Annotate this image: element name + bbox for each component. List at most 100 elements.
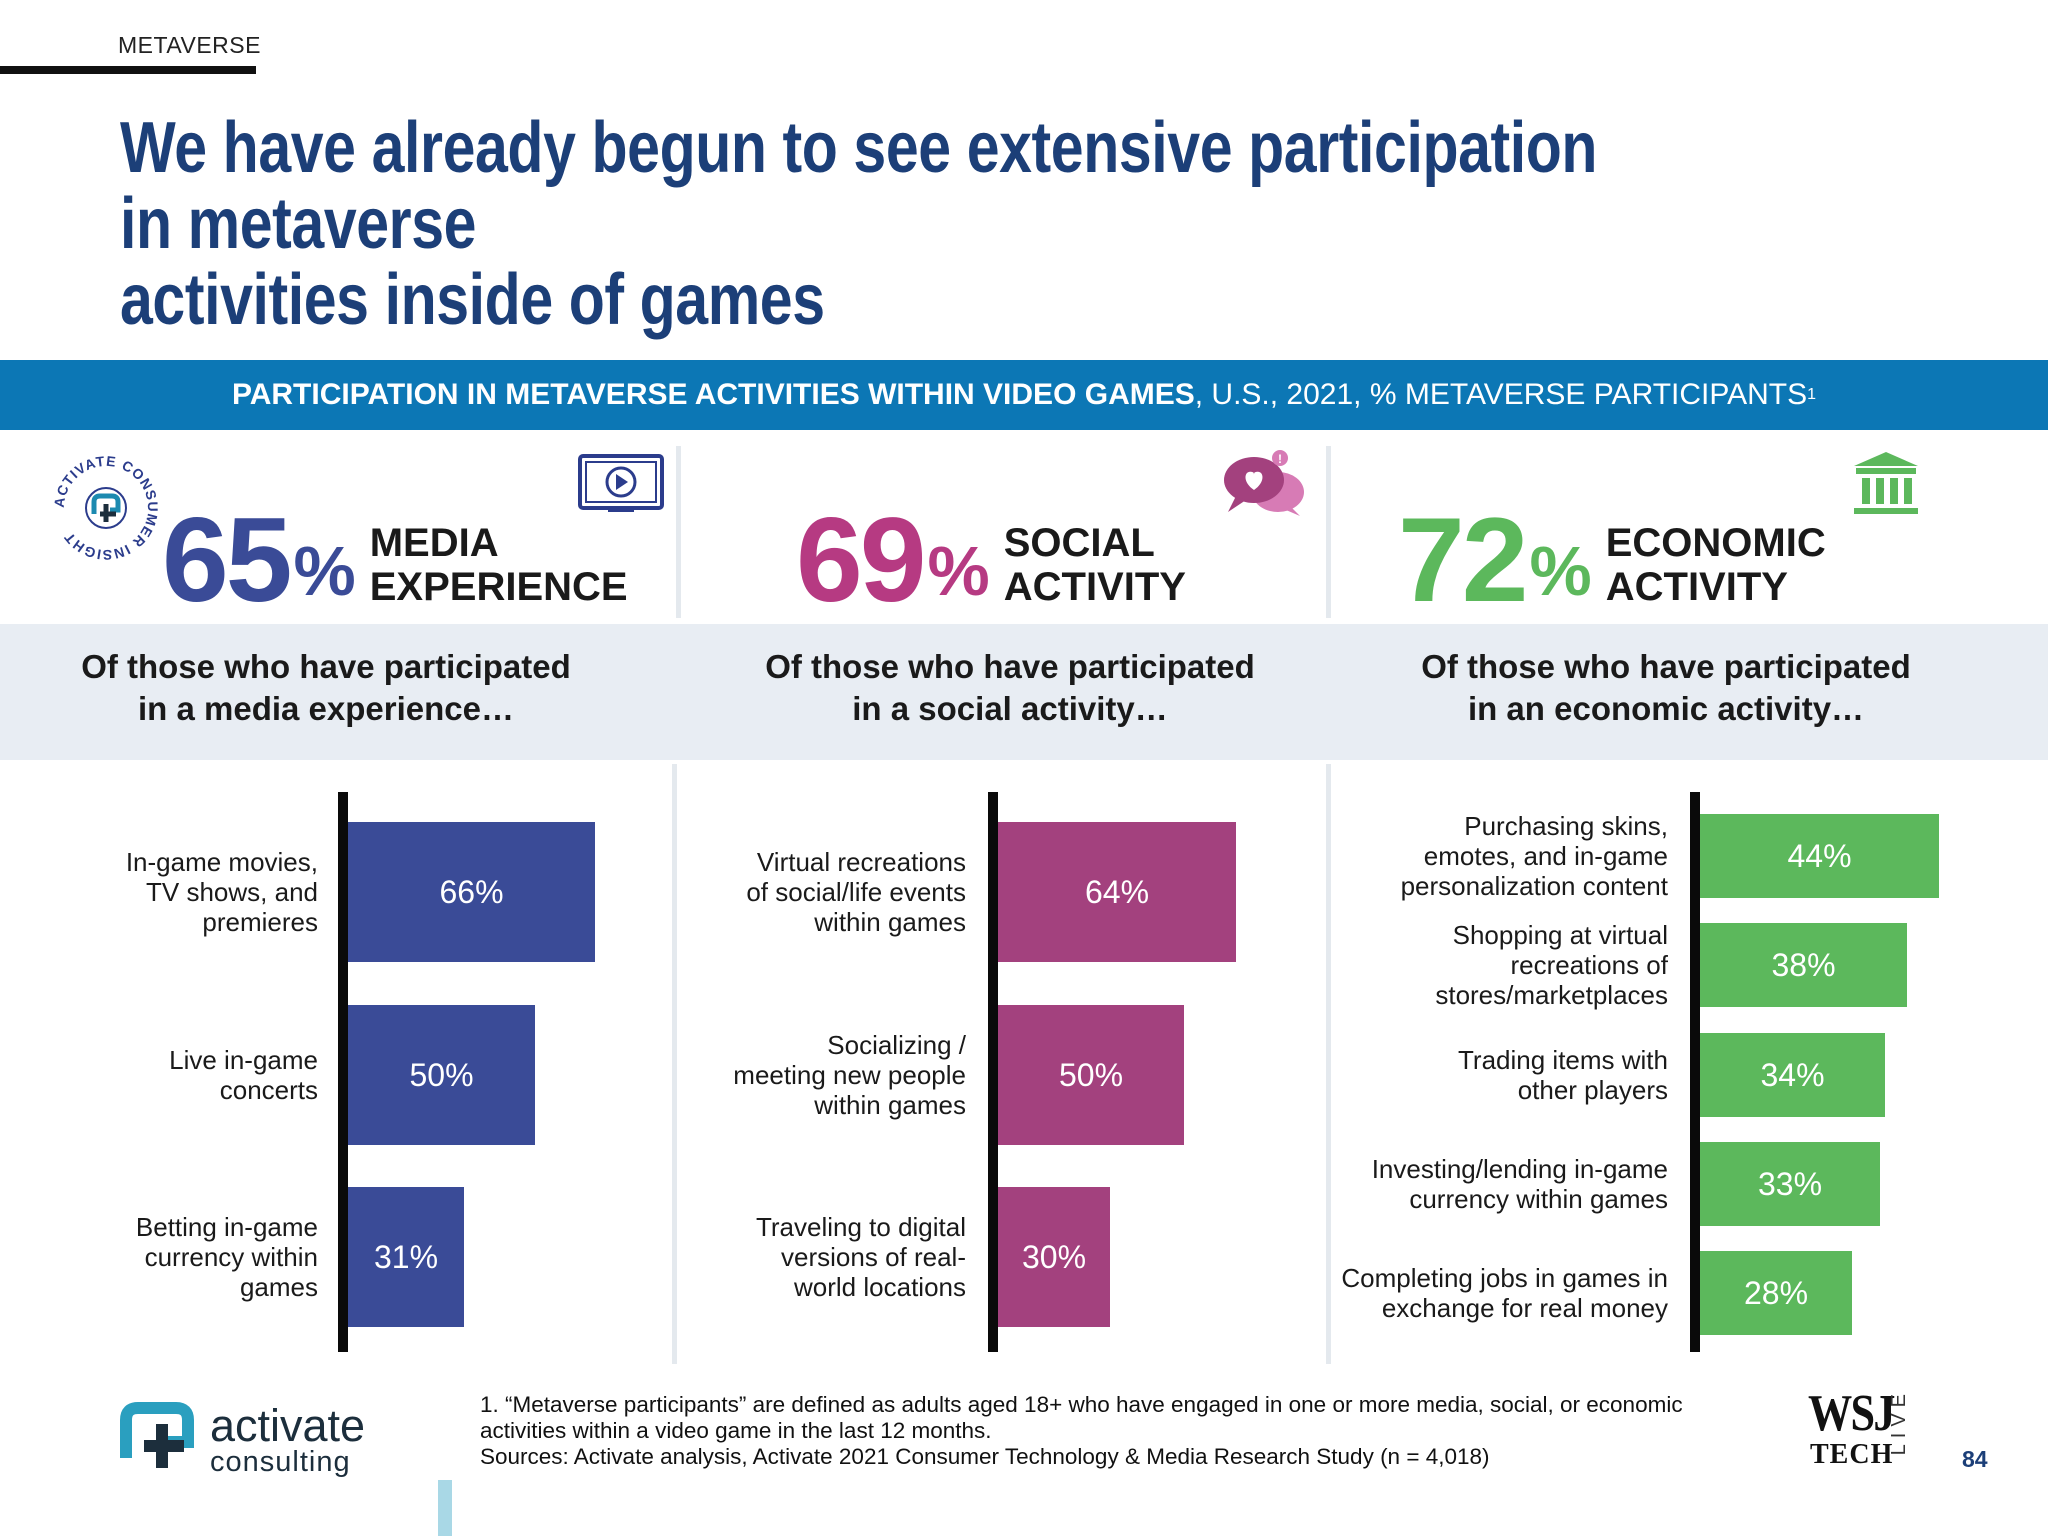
- stat-social-value: 69: [796, 493, 926, 627]
- category-label-line: Shopping at virtual: [1452, 920, 1668, 950]
- category-label-line: emotes, and in-game: [1423, 841, 1668, 871]
- bar-category-label: Purchasing skins, emotes, and in-game pers…: [1288, 811, 1668, 901]
- subtitle-economic-2: in an economic activity…: [1467, 690, 1865, 727]
- bar-value-label: 30%: [1021, 1238, 1087, 1275]
- bar-social-3: 30%: [998, 1187, 1110, 1327]
- stat-economic-label: ECONOMIC ACTIVITY: [1606, 521, 1826, 609]
- video-player-icon: [578, 454, 664, 512]
- panel-economic: 72 % ECONOMIC ACTIVITY Of those who have…: [1360, 440, 2000, 1380]
- bar-value-label: 44%: [1787, 837, 1852, 874]
- category-label-line: TV shows, and: [146, 877, 318, 907]
- stat-media-label: MEDIA EXPERIENCE: [370, 521, 628, 609]
- subtitle-economic-1: Of those who have participated: [1421, 648, 1911, 685]
- activate-logo-icon: [120, 1402, 194, 1468]
- stat-media: 65 % MEDIA EXPERIENCE: [162, 500, 628, 620]
- consumer-insight-badge-icon: ACTIVATE CONSUMER INSIGHT: [51, 453, 160, 563]
- stat-economic-label-1: ECONOMIC: [1605, 521, 1826, 565]
- axis-social: [988, 792, 998, 1352]
- stat-media-label-1: MEDIA: [369, 521, 499, 565]
- category-label-line: Betting in-game: [135, 1212, 318, 1242]
- bar-social-1: 64%: [998, 822, 1236, 962]
- stat-media-value: 65: [162, 493, 292, 627]
- bar-economic-2: 38%: [1700, 923, 1907, 1007]
- bar-value-label: 66%: [439, 873, 504, 910]
- category-label-line: recreations of: [1510, 950, 1668, 980]
- category-label-line: Purchasing skins,: [1464, 811, 1668, 841]
- stat-social-label: SOCIAL ACTIVITY: [1004, 521, 1186, 609]
- panel-media: 65 % MEDIA EXPERIENCE Of those who have …: [40, 440, 680, 1380]
- category-label-line: Traveling to digital: [755, 1212, 966, 1242]
- category-label-line: exchange for real money: [1381, 1293, 1668, 1323]
- category-label-line: premieres: [202, 907, 318, 937]
- category-label-line: Live in-game: [169, 1045, 318, 1075]
- axis-economic: [1690, 792, 1700, 1352]
- bar-category-label: Traveling to digital versions of real-wor…: [586, 1212, 966, 1302]
- stat-social-unit: %: [927, 532, 990, 610]
- stat-media-label-2: EXPERIENCE: [369, 565, 628, 609]
- bar-economic-5: 28%: [1700, 1251, 1852, 1335]
- bank-building-icon: [1854, 452, 1918, 514]
- category-label-line: other players: [1517, 1075, 1668, 1105]
- bar-value-label: 34%: [1760, 1056, 1825, 1093]
- stat-economic-label-2: ACTIVITY: [1605, 565, 1788, 609]
- divider-top-2: [1326, 446, 1331, 618]
- category-label-line: games: [239, 1272, 318, 1302]
- bar-value-label: 38%: [1771, 946, 1836, 983]
- banner-footnote-mark: 1: [1807, 386, 1817, 403]
- subtitle-media-2: in a media experience…: [137, 690, 514, 727]
- category-label-line: In-game movies,: [125, 847, 318, 877]
- wsj-tech-wordmark: TECH: [1810, 1439, 1894, 1470]
- category-label-line: concerts: [219, 1075, 318, 1105]
- logo-word-consulting: consulting: [210, 1446, 351, 1478]
- bar-category-label: Live in-game concerts: [0, 1045, 318, 1105]
- subtitle-economic: Of those who have participated in an eco…: [1346, 646, 1986, 730]
- category-label-line: currency within: [144, 1242, 318, 1272]
- bar-value-label: 31%: [373, 1238, 439, 1275]
- divider-top-1: [676, 446, 681, 618]
- stat-economic-value: 72: [1398, 493, 1528, 627]
- subtitle-social-1: Of those who have participated: [765, 648, 1255, 685]
- wsj-wordmark: WSJ: [1808, 1385, 1895, 1442]
- category-label-line: Investing/lending in-game: [1371, 1154, 1668, 1184]
- panel-social: 69 % SOCIAL ACTIVITY ! Of those who have…: [700, 440, 1340, 1380]
- bar-media-1: 66%: [348, 822, 595, 962]
- bar-category-label: Investing/lending in-game currency within…: [1288, 1154, 1668, 1214]
- stat-economic: 72 % ECONOMIC ACTIVITY: [1398, 500, 1826, 620]
- bar-value-label: 28%: [1743, 1274, 1809, 1311]
- banner-rest: , U.S., 2021, % METAVERSE PARTICIPANTS: [1194, 378, 1808, 411]
- subtitle-media: Of those who have participated in a medi…: [6, 646, 646, 730]
- footnote-line-1: 1. “Metaverse participants” are defined …: [480, 1392, 1683, 1417]
- footnote: 1. “Metaverse participants” are defined …: [480, 1392, 1750, 1470]
- chart-banner: PARTICIPATION IN METAVERSE ACTIVITIES WI…: [0, 360, 2048, 430]
- wsj-live-wordmark: LIVE: [1888, 1388, 1910, 1456]
- stat-social-label-1: SOCIAL: [1003, 521, 1155, 565]
- logo-word-activate: activate: [210, 1400, 366, 1451]
- bar-category-label: Virtual recreations of social/life events…: [586, 847, 966, 937]
- category-label-line: Virtual recreations: [756, 847, 966, 877]
- bar-value-label: 50%: [409, 1056, 474, 1093]
- stat-economic-unit: %: [1529, 532, 1592, 610]
- bar-economic-3: 34%: [1700, 1033, 1885, 1117]
- category-label-line: Completing jobs in games in: [1341, 1263, 1668, 1293]
- category-label-line: within games: [814, 907, 966, 937]
- bar-category-label: In-game movies, TV shows, and premieres: [0, 847, 318, 937]
- category-label-line: currency within games: [1409, 1184, 1668, 1214]
- page-number: 84: [1962, 1446, 1988, 1472]
- footnote-sources: Sources: Activate analysis, Activate 202…: [480, 1444, 1490, 1469]
- category-label-line: Trading items with: [1458, 1045, 1668, 1075]
- category-label-line: Socializing /: [827, 1030, 966, 1060]
- bar-economic-1: 44%: [1700, 814, 1939, 898]
- category-label-line: of social/life events: [746, 877, 966, 907]
- stat-social-label-2: ACTIVITY: [1003, 565, 1186, 609]
- bar-category-label: Shopping at virtual recreations of stores/…: [1288, 920, 1668, 1010]
- divider-bottom-1: [672, 764, 677, 1364]
- bar-category-label: Trading items with other players: [1288, 1045, 1668, 1105]
- category-label-line: within games: [814, 1090, 966, 1120]
- bar-category-label: Socializing / meeting new people within ga…: [586, 1030, 966, 1120]
- category-label-line: meeting new people: [733, 1060, 966, 1090]
- footnote-line-2: activities within a video game in the la…: [480, 1418, 992, 1443]
- title-line-2: activities inside of games: [120, 260, 825, 340]
- chat-heart-icon: !: [1224, 450, 1304, 516]
- category-label-line: versions of real-: [781, 1242, 966, 1272]
- section-tag: METAVERSE: [118, 32, 261, 58]
